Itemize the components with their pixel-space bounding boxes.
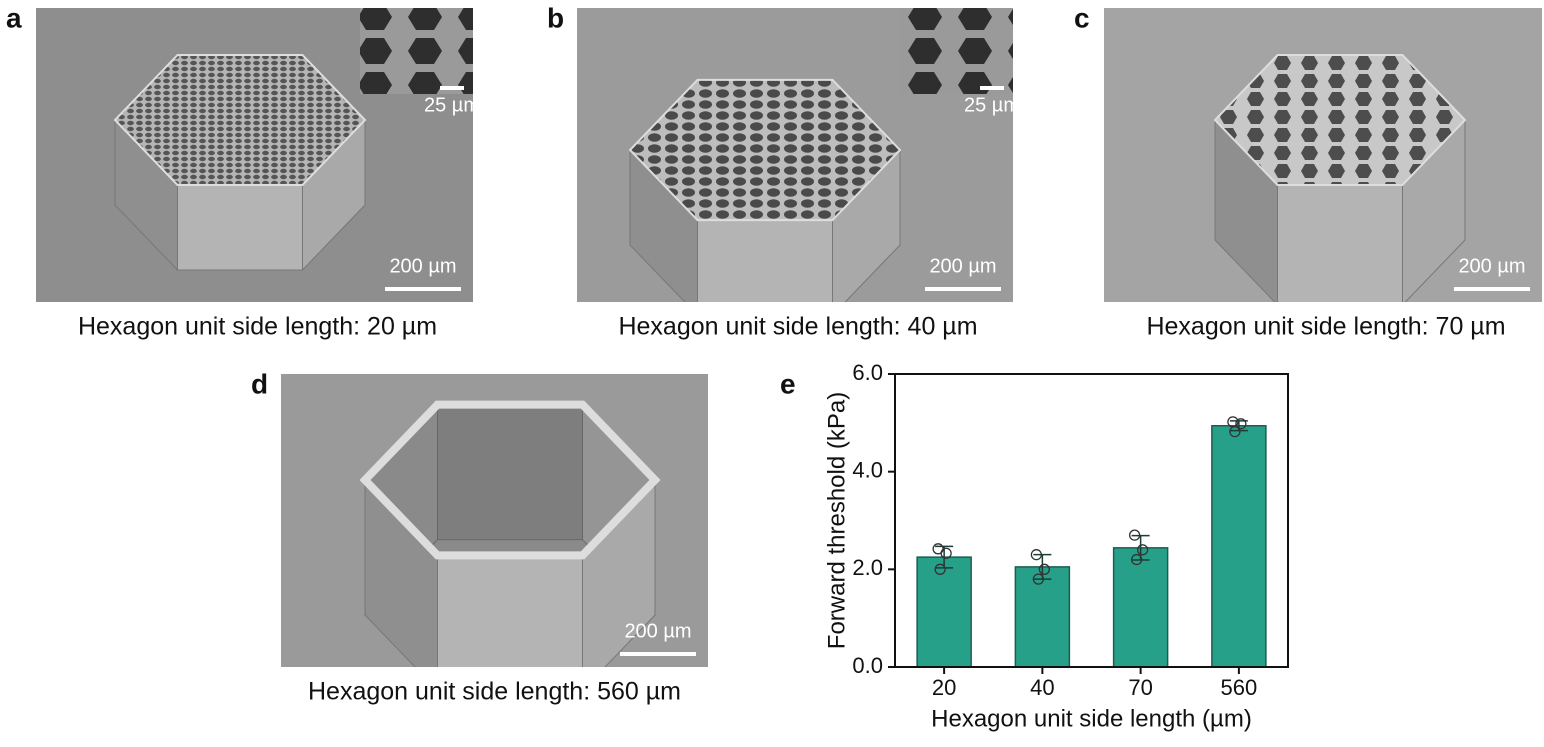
inset-image	[360, 8, 473, 94]
inset-scale-label: 25 µm	[424, 94, 480, 116]
sem-image	[281, 374, 708, 667]
panel-letter: a	[6, 2, 22, 33]
inset-scale-label: 25 µm	[964, 94, 1020, 116]
y-tick-label: 4.0	[852, 457, 883, 482]
x-axis-label: Hexagon unit side length (µm)	[931, 705, 1252, 732]
y-axis-label: Forward threshold (kPa)	[823, 392, 850, 649]
data-point	[1038, 563, 1051, 575]
panel-letter: b	[547, 2, 564, 33]
inner-wall	[437, 404, 583, 541]
bar	[916, 556, 972, 668]
y-tick-label: 6.0	[852, 360, 883, 385]
data-point	[1030, 549, 1043, 561]
top-face	[113, 54, 367, 186]
data-point	[1136, 544, 1149, 556]
data-point	[1229, 425, 1241, 438]
caption: Hexagon unit side length: 40 µm	[618, 313, 977, 341]
side-wall	[1277, 184, 1403, 302]
y-tick-label: 0.0	[852, 653, 883, 678]
bar	[1014, 566, 1071, 668]
bar	[1112, 547, 1169, 668]
scale-label: 200 µm	[389, 255, 456, 277]
top-face	[1213, 54, 1467, 186]
x-tick-label: 40	[1030, 675, 1054, 700]
caption: Hexagon unit side length: 560 µm	[308, 678, 681, 706]
data-point	[934, 563, 946, 575]
x-tick-label: 560	[1221, 675, 1258, 700]
caption: Hexagon unit side length: 20 µm	[78, 313, 437, 341]
inset-image	[900, 8, 1013, 94]
sem-image	[1104, 8, 1542, 302]
sem-panel: b 25 µm 200 µm Hexagon unit side length: 40…	[547, 2, 1020, 340]
data-point	[1130, 553, 1143, 566]
scale-label: 200 µm	[1458, 255, 1525, 277]
top-face	[628, 78, 902, 222]
error-bar	[1033, 553, 1052, 580]
side-wall	[697, 219, 833, 302]
data-point	[1128, 529, 1141, 541]
sem-panel: d 200 µm Hexagon unit side length: 560 µm	[251, 368, 708, 706]
side-wall	[177, 184, 303, 271]
scale-label: 200 µm	[929, 255, 996, 277]
data-point	[1032, 573, 1045, 585]
x-tick-label: 70	[1128, 675, 1152, 700]
caption: Hexagon unit side length: 70 µm	[1146, 313, 1505, 341]
bar-chart: e 0.0 2.0 4.0 6.0 20 40 70 560 Hexagon unit side …	[780, 360, 1289, 732]
side-wall	[437, 554, 583, 667]
panel-letter: e	[780, 368, 796, 399]
scale-label: 200 µm	[624, 620, 691, 642]
bar	[1211, 425, 1267, 668]
data-point	[1235, 418, 1247, 430]
sem-panel: a 25 µm 200 µm Hexagon unit side length: 20…	[6, 2, 480, 340]
data-point	[940, 547, 952, 559]
panel-letter: c	[1074, 2, 1090, 33]
panel-letter: d	[251, 368, 268, 399]
sem-images: a 25 µm 200 µm Hexagon unit side length: 20…	[6, 2, 1542, 706]
x-tick-label: 20	[932, 675, 956, 700]
plot-frame	[894, 373, 1289, 668]
top-face	[359, 400, 661, 560]
y-tick-label: 2.0	[852, 555, 883, 580]
sem-panel: c 200 µm Hexagon unit side length: 70 µm	[1074, 2, 1542, 341]
